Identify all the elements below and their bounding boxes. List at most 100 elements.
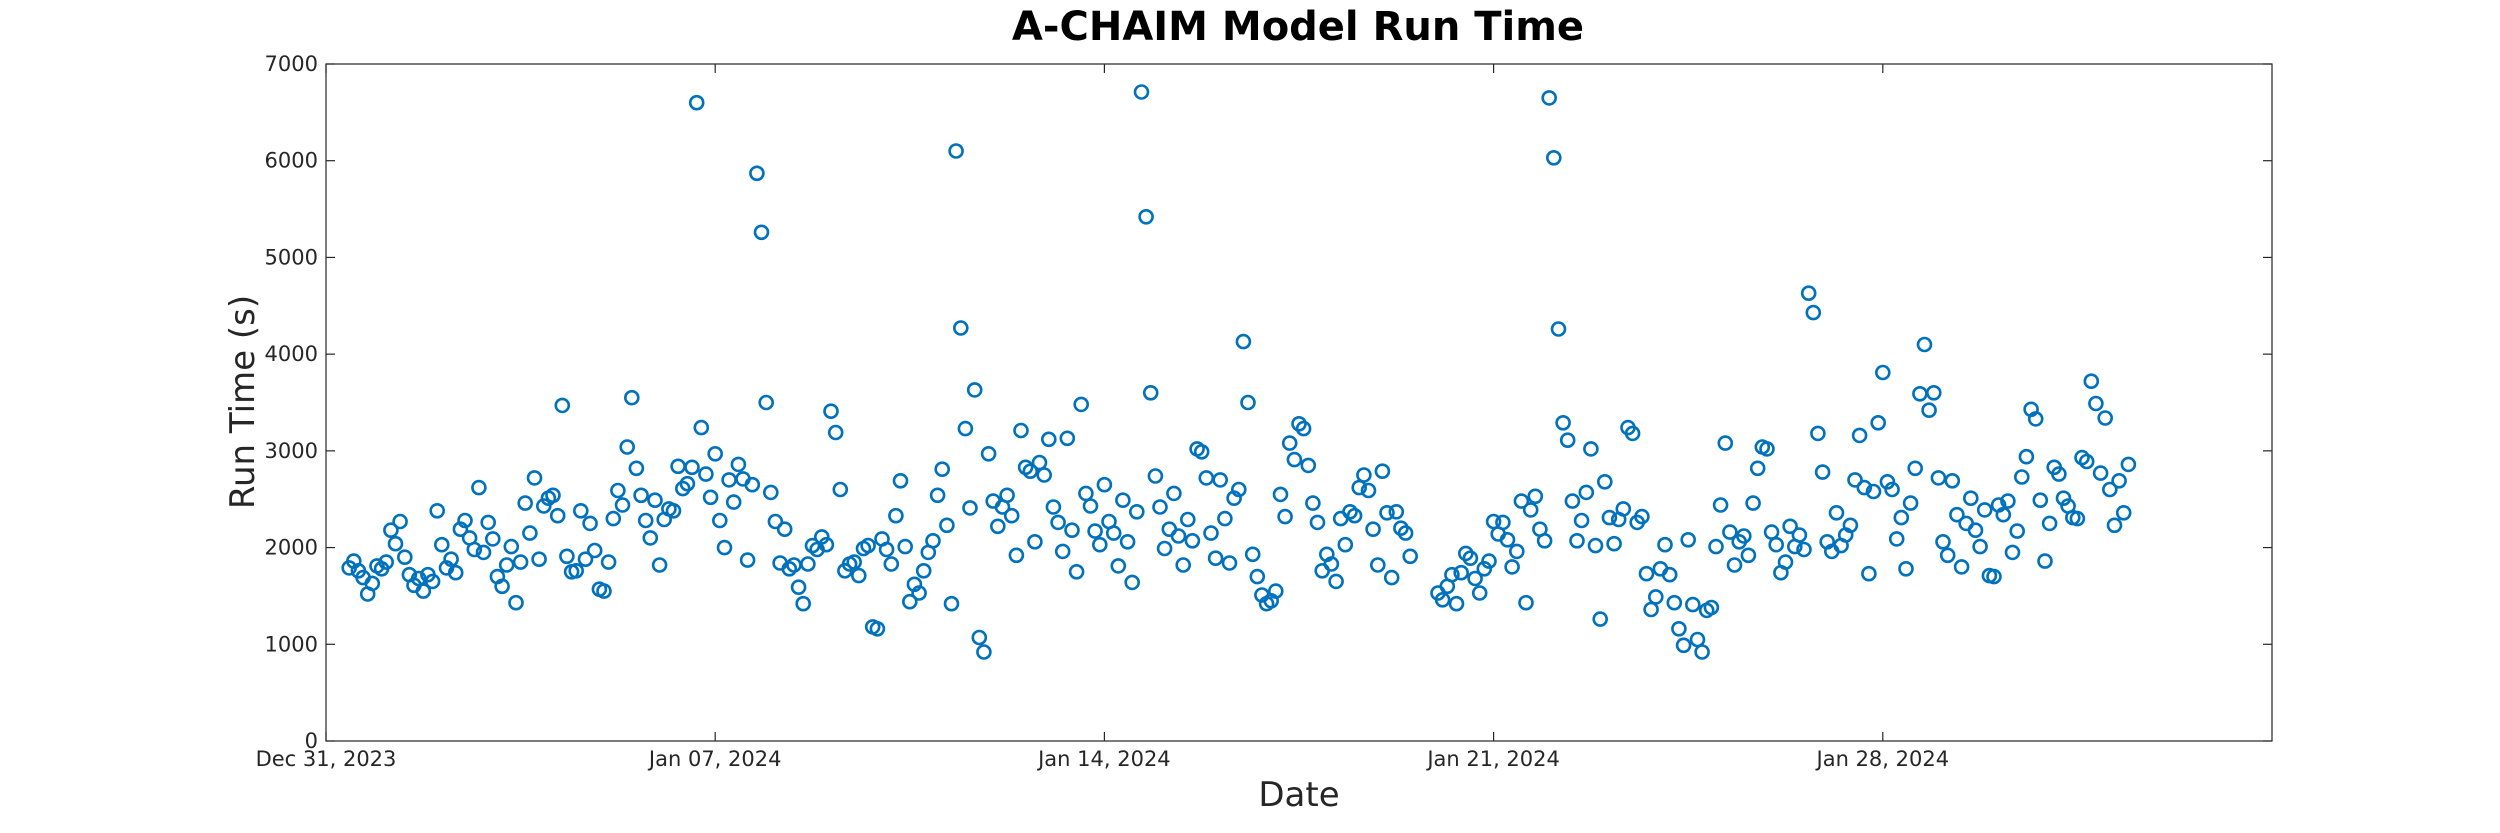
data-point <box>2102 481 2118 498</box>
data-point <box>1286 451 1303 468</box>
data-point <box>494 578 510 595</box>
data-point <box>522 525 538 541</box>
data-point <box>429 502 446 519</box>
data-point <box>1221 555 1238 571</box>
data-point <box>2120 456 2137 473</box>
data-point <box>1777 554 1794 570</box>
data-point <box>2097 410 2113 426</box>
data-point <box>651 557 668 573</box>
data-point <box>1231 481 1247 498</box>
data-point <box>1907 460 1923 477</box>
y-tick-label: 5000 <box>265 245 318 269</box>
data-point <box>2014 469 2030 485</box>
data-point <box>484 531 501 547</box>
data-point <box>1902 495 1919 511</box>
y-tick-label: 1000 <box>265 632 318 656</box>
data-point <box>1768 536 1784 553</box>
data-point <box>1240 394 1256 411</box>
data-point <box>396 549 413 566</box>
data-point <box>1180 511 1196 528</box>
data-point <box>1337 536 1354 553</box>
data-point <box>1559 432 1576 449</box>
data-point <box>795 595 812 612</box>
data-point <box>1193 443 1210 460</box>
data-point <box>971 629 988 646</box>
data-point <box>1749 460 1766 477</box>
data-point <box>989 518 1006 535</box>
data-point <box>1003 507 1020 524</box>
data-point <box>2009 523 2025 539</box>
data-point <box>952 320 969 336</box>
data-point <box>1712 497 1729 513</box>
data-point <box>1828 504 1845 521</box>
data-point <box>1888 531 1905 547</box>
data-point <box>1235 333 1252 350</box>
data-point <box>1305 495 1321 511</box>
data-point <box>800 556 816 572</box>
data-point <box>1791 527 1808 543</box>
data-point <box>1152 499 1168 515</box>
data-point <box>776 521 793 538</box>
data-point <box>1666 594 1683 611</box>
data-point <box>790 579 807 596</box>
data-point <box>869 620 886 637</box>
data-point <box>878 541 895 558</box>
data-point <box>2106 517 2123 534</box>
data-point <box>911 585 927 601</box>
x-axis-label: Date <box>1258 775 1339 815</box>
data-point <box>1397 525 1414 541</box>
data-point <box>383 522 399 539</box>
data-point <box>1008 547 1025 564</box>
data-point <box>1963 490 1979 507</box>
data-point <box>850 567 867 584</box>
data-point <box>966 382 983 398</box>
data-point <box>707 445 724 462</box>
data-point <box>549 507 566 524</box>
data-point <box>433 536 450 553</box>
data-point <box>1842 517 1859 534</box>
data-point <box>925 532 941 549</box>
data-point <box>1374 463 1391 480</box>
data-point <box>1573 512 1590 529</box>
data-point <box>637 512 654 529</box>
data-point <box>1601 509 1618 526</box>
data-point <box>1689 631 1706 648</box>
data-point <box>1495 514 1511 531</box>
y-tick-label: 7000 <box>265 52 318 76</box>
data-point <box>1370 557 1386 573</box>
data-point <box>702 489 719 506</box>
data-point <box>2083 373 2100 390</box>
data-point <box>535 498 552 514</box>
data-point <box>1759 441 1775 457</box>
data-point <box>827 424 844 441</box>
data-point <box>1309 514 1326 531</box>
data-point <box>1142 384 1159 401</box>
data-point <box>1805 304 1822 321</box>
data-point <box>1865 483 1882 500</box>
data-point <box>980 445 997 462</box>
data-point <box>860 537 876 554</box>
data-point <box>447 564 464 581</box>
data-point <box>1277 508 1293 525</box>
data-point <box>1226 490 1242 507</box>
data-point <box>665 502 682 519</box>
data-point <box>1995 506 2012 523</box>
data-point <box>2115 504 2132 521</box>
data-point <box>1634 508 1650 525</box>
y-tick-label: 2000 <box>265 536 318 560</box>
data-point <box>1814 464 1831 480</box>
data-point <box>1402 548 1418 565</box>
data-point <box>415 583 432 599</box>
data-point <box>1671 620 1687 637</box>
data-point <box>586 542 603 559</box>
y-tick-label: 3000 <box>265 439 318 463</box>
axis-ticks: 0 1000 2000 3000 4000 5000 6000 7000 Dec 31, 202… <box>256 52 2272 771</box>
data-point <box>711 512 728 529</box>
data-point <box>452 521 469 538</box>
data-point <box>378 554 395 570</box>
data-point <box>1365 521 1381 538</box>
data-point <box>1578 484 1595 501</box>
data-point <box>1703 599 1720 616</box>
data-point <box>758 394 775 411</box>
